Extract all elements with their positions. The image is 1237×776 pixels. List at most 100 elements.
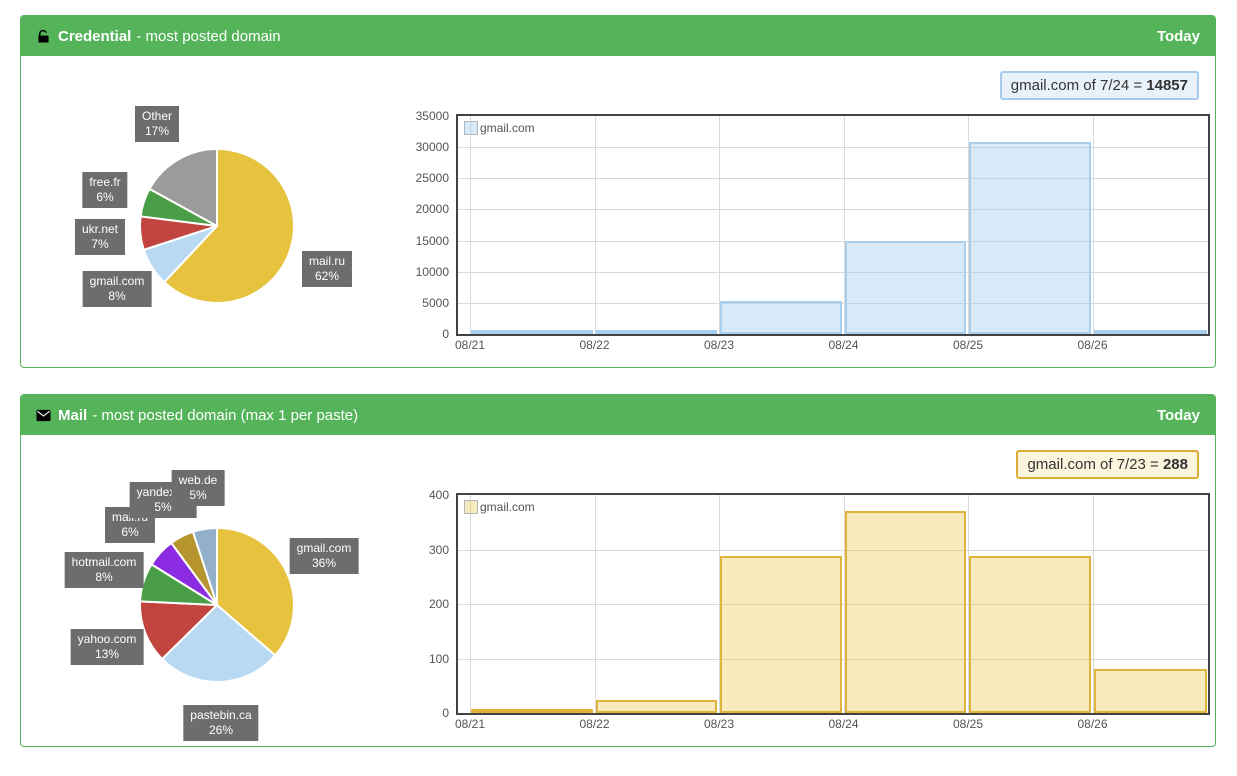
- y-tick-label: 400: [428, 488, 449, 502]
- credential-panel: Credential - most posted domain Today gm…: [20, 15, 1216, 368]
- gridline: [458, 271, 1208, 273]
- x-tick-label: 08/21: [454, 338, 486, 352]
- panel-subtitle: - most posted domain: [136, 27, 281, 45]
- y-tick-label: 35000: [415, 109, 449, 123]
- gridline: [470, 116, 471, 334]
- pie-label-ukr.net: ukr.net 7%: [74, 219, 126, 255]
- mail-panel: Mail - most posted domain (max 1 per pas…: [20, 394, 1216, 747]
- bar-08/25[interactable]: [969, 142, 1091, 334]
- gridline: [1092, 116, 1094, 334]
- pie-slice-Other[interactable]: [148, 148, 218, 227]
- bar-08/25[interactable]: [969, 556, 1091, 713]
- panel-subtitle: - most posted domain (max 1 per paste): [92, 406, 359, 424]
- y-tick-label: 10000: [415, 264, 449, 279]
- gridline: [1092, 495, 1094, 713]
- x-tick-label: 08/24: [828, 338, 859, 352]
- gridline: [470, 495, 471, 713]
- panel-title: Mail: [58, 406, 88, 424]
- legend: gmail.com: [464, 500, 535, 514]
- pie-label-gmail.com: gmail.com 8%: [82, 271, 152, 307]
- pie-slice-web.de[interactable]: [191, 526, 218, 606]
- legend-label: gmail.com: [480, 121, 535, 135]
- y-tick-label: 0: [442, 327, 449, 341]
- bar-08/26[interactable]: [1093, 330, 1207, 334]
- pie-label-web.de: web.de 5%: [171, 470, 225, 506]
- today-badge: Today: [1156, 406, 1200, 424]
- bar-08/23[interactable]: [720, 301, 842, 334]
- x-tick-label: 08/26: [1077, 717, 1108, 731]
- bar-08/23[interactable]: [720, 556, 842, 713]
- mail-bar-chart: 0 100 200 300 400 08/21 08/22 08/23 08/24 08/25 08…: [429, 488, 1210, 731]
- legend-swatch: [464, 500, 478, 514]
- today-badge: Today: [1156, 27, 1200, 45]
- x-tick-label: 08/24: [828, 717, 859, 731]
- legend-label: gmail.com: [480, 500, 535, 514]
- pie-label-free.fr: free.fr 6%: [82, 172, 128, 208]
- tooltip-text: gmail.com of 7/23 =: [1027, 456, 1159, 473]
- pie-label-yahoo.com: yahoo.com 13%: [70, 629, 144, 665]
- chart-tooltip: gmail.com of 7/23 = 288: [1016, 450, 1199, 479]
- x-tick-label: 08/26: [1077, 338, 1108, 352]
- gridline: [968, 495, 969, 713]
- bar-08/26[interactable]: [1093, 669, 1207, 713]
- pie-label-mail.ru: mail.ru 62%: [301, 251, 353, 287]
- pie-label-hotmail.com: hotmail.com 8%: [64, 552, 144, 588]
- gridline: [594, 116, 596, 334]
- credential-bar-chart: 0 5000 10000 15000 20000 25000 30000 35000 08/21…: [416, 109, 1210, 352]
- pie-slice-gmail.com[interactable]: [216, 527, 295, 657]
- x-tick-label: 08/22: [579, 338, 610, 352]
- mail-panel-header: Mail - most posted domain (max 1 per pas…: [21, 395, 1215, 435]
- y-tick-label: 5000: [422, 295, 449, 310]
- x-tick-label: 08/21: [454, 717, 486, 731]
- pie-slice-pastebin.ca[interactable]: [161, 604, 277, 683]
- gridline: [458, 209, 1208, 211]
- gridline: [458, 240, 1208, 242]
- gridline: [458, 549, 1208, 551]
- credential-panel-body: gmail.com of 7/24 = 14857 mail.ru 62% gmai…: [21, 56, 1215, 367]
- unlock-icon: [36, 29, 51, 44]
- gridline: [458, 658, 1208, 660]
- bar-08/22[interactable]: [595, 700, 717, 713]
- credential-pie-chart: mail.ru 62% gmail.com 8% ukr.net 7% free.fr 6% O…: [21, 56, 441, 367]
- gridline: [719, 495, 720, 713]
- x-tick-label: 08/25: [952, 338, 984, 352]
- bar-08/24[interactable]: [844, 241, 966, 334]
- mail-icon: [36, 409, 51, 422]
- gridline: [458, 178, 1208, 180]
- y-tick-label: 30000: [415, 140, 449, 155]
- gridline: [594, 495, 596, 713]
- x-tick-label: 08/23: [703, 717, 735, 731]
- bar-08/22[interactable]: [595, 330, 717, 334]
- x-tick-label: 08/22: [579, 717, 610, 731]
- pie-label-pastebin.ca: pastebin.ca 26%: [183, 705, 259, 741]
- legend: gmail.com: [464, 121, 535, 135]
- legend-swatch: [464, 121, 478, 135]
- tooltip-value: 288: [1162, 456, 1188, 473]
- y-tick-label: 200: [428, 597, 449, 611]
- credential-panel-header: Credential - most posted domain Today: [21, 16, 1215, 56]
- y-tick-label: 20000: [415, 202, 449, 217]
- gridline: [843, 116, 845, 334]
- bar-08/21[interactable]: [471, 709, 593, 713]
- pie-label-Other: Other 17%: [134, 106, 180, 142]
- y-tick-label: 0: [442, 706, 449, 720]
- tooltip-text: gmail.com of 7/24 =: [1010, 77, 1143, 94]
- y-tick-label: 300: [428, 542, 449, 557]
- bar-08/24[interactable]: [844, 511, 966, 713]
- y-tick-label: 15000: [415, 233, 449, 248]
- gridline: [458, 604, 1208, 605]
- bar-08/21[interactable]: [471, 330, 593, 334]
- y-tick-label: 100: [428, 651, 449, 666]
- x-tick-label: 08/25: [952, 717, 984, 731]
- gridline: [458, 302, 1208, 304]
- pie-slice-yahoo.com[interactable]: [139, 600, 218, 661]
- mail-pie-chart: gmail.com 36% pastebin.ca 26% yahoo.com 13% ho…: [21, 435, 441, 746]
- tooltip-value: 14857: [1146, 77, 1188, 94]
- y-tick-label: 25000: [415, 171, 449, 186]
- pie-slice-mail.ru[interactable]: [163, 148, 295, 304]
- gridline: [719, 116, 720, 334]
- mail-panel-body: gmail.com of 7/23 = 288 gmail.com 36% past…: [21, 435, 1215, 746]
- gridline: [968, 116, 969, 334]
- pie-label-gmail.com: gmail.com 36%: [289, 538, 359, 574]
- x-tick-label: 08/23: [703, 338, 735, 352]
